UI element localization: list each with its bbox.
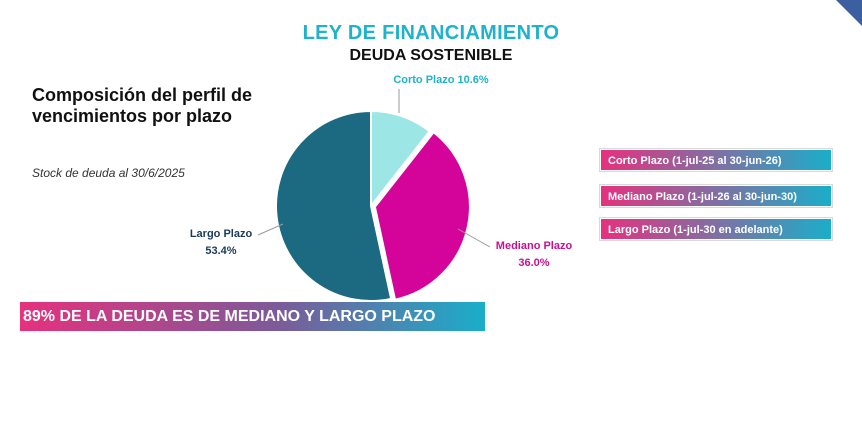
page-subtitle: DEUDA SOSTENIBLE bbox=[349, 47, 513, 64]
summary-banner: 89% DE LA DEUDA ES DE MEDIANO Y LARGO PL… bbox=[20, 302, 485, 331]
leader-line-largo-plazo bbox=[257, 223, 284, 236]
legend-pill-corto-plazo: Corto Plazo (1-jul-25 al 30-jun-26) bbox=[600, 149, 832, 171]
stock-date-note: Stock de deuda al 30/6/2025 bbox=[32, 166, 185, 180]
legend-pill-mediano-plazo: Mediano Plazo (1-jul-26 al 30-jun-30) bbox=[600, 185, 832, 207]
page-title: LEY DE FINANCIAMIENTO bbox=[302, 22, 560, 44]
pie-slice-largo-plazo bbox=[275, 109, 393, 302]
pie-slice-mediano-plazo bbox=[373, 130, 471, 301]
legend-pill-largo-plazo: Largo Plazo (1-jul-30 en adelante) bbox=[600, 218, 832, 240]
data-label-mediano-plazo: Mediano Plazo bbox=[496, 240, 573, 252]
data-value-largo-plazo: 53.4% bbox=[205, 245, 236, 257]
data-label-corto-plazo: Corto Plazo 10.6% bbox=[393, 74, 489, 86]
data-value-mediano-plazo: 36.0% bbox=[518, 257, 549, 269]
leader-line-mediano-plazo bbox=[457, 228, 491, 248]
corner-decoration bbox=[836, 0, 862, 26]
section-heading: Composición del perfil de vencimientos p… bbox=[32, 85, 253, 126]
data-label-largo-plazo: Largo Plazo bbox=[190, 228, 253, 240]
